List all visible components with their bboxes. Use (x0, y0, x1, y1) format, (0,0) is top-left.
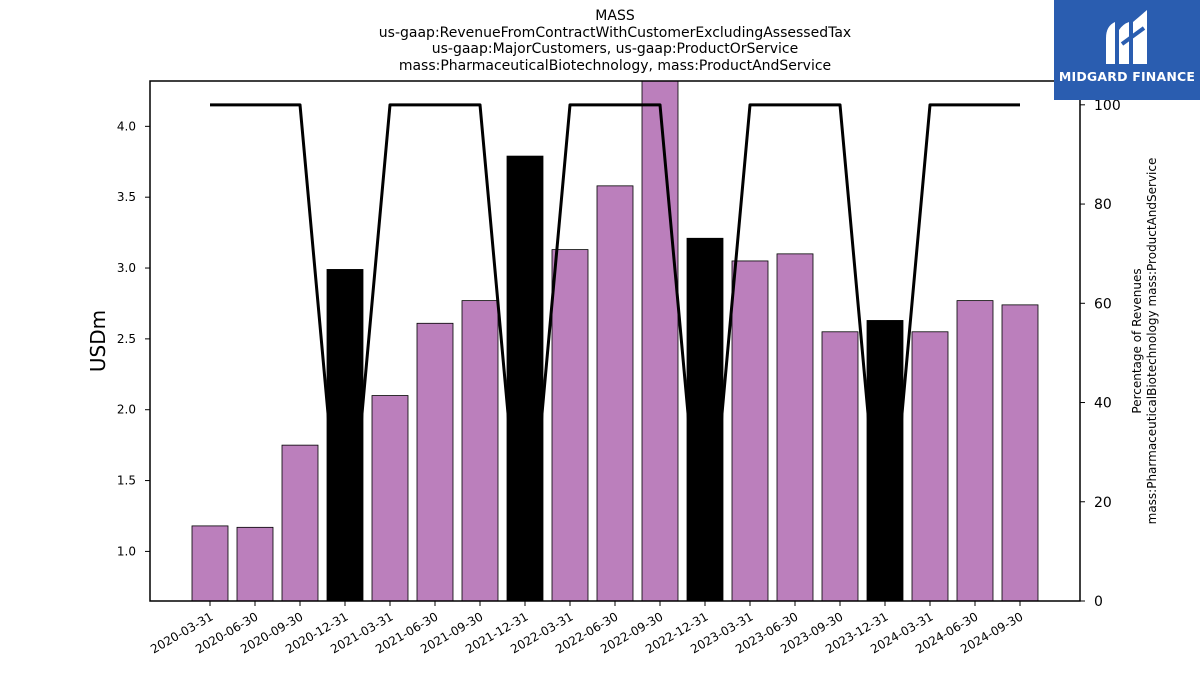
right-y-tick-label: 80 (1094, 197, 1112, 213)
bar-2023-09-30 (821, 331, 859, 602)
right-y-tick-label: 20 (1094, 495, 1112, 511)
bar-2023-03-31 (731, 260, 769, 602)
bar-2024-03-31 (911, 331, 949, 602)
right-y-tick-label: 0 (1094, 594, 1103, 610)
left-y-tick-label: 4.0 (117, 119, 136, 133)
brand-logo: MIDGARD FINANCE (1054, 0, 1200, 100)
right-y-axis-label-line-2: mass:PharmaceuticalBiotechnology mass:Pr… (1145, 158, 1159, 525)
m-logo-icon (1106, 10, 1147, 64)
right-y-tick-label: 100 (1094, 98, 1121, 114)
left-y-tick-label: 3.0 (117, 261, 136, 275)
percentage-line (210, 103, 1020, 601)
bar-2022-09-30 (641, 80, 679, 602)
bar-2022-12-31 (686, 237, 724, 602)
x-axis: 2020-03-312020-06-302020-09-302020-12-31… (148, 601, 1026, 656)
y-axis-label: USDm (86, 310, 110, 372)
right-y-axis-label-line-1: Percentage of Revenues (1130, 268, 1144, 413)
bar-2022-06-30 (596, 185, 634, 602)
bar-2020-09-30 (281, 444, 319, 602)
bar-2021-09-30 (461, 300, 499, 602)
bar-2024-09-30 (1001, 304, 1039, 602)
right-y-tick-label: 40 (1094, 396, 1112, 412)
chart-title-line-1: MASS (595, 8, 635, 24)
bar-2023-06-30 (776, 253, 814, 602)
bar-2020-12-31 (326, 269, 364, 602)
left-y-tick-label: 1.0 (117, 544, 136, 558)
left-y-tick-label: 2.5 (117, 332, 136, 346)
left-y-tick-label: 1.5 (117, 474, 136, 488)
bar-series (191, 80, 1039, 602)
right-y-tick-label: 60 (1094, 296, 1112, 312)
bar-2024-06-30 (956, 300, 994, 602)
brand-name: MIDGARD FINANCE (1058, 69, 1196, 84)
left-y-tick-label: 2.0 (117, 403, 136, 417)
bar-2022-03-31 (551, 249, 589, 602)
bar-2021-03-31 (371, 395, 409, 602)
chart-title-line-4: mass:PharmaceuticalBiotechnology, mass:P… (399, 58, 831, 74)
percentage-line-series (210, 103, 1020, 601)
right-y-axis: 0 20 40 60 80 100 (1080, 98, 1121, 610)
chart-title-line-3: us-gaap:MajorCustomers, us-gaap:ProductO… (432, 41, 798, 57)
bar-2021-12-31 (506, 155, 544, 602)
bar-2020-03-31 (191, 525, 229, 602)
chart-title: MASS us-gaap:RevenueFromContractWithCust… (379, 8, 851, 74)
chart-title-line-2: us-gaap:RevenueFromContractWithCustomerE… (379, 25, 851, 41)
left-y-tick-label: 3.5 (117, 190, 136, 204)
bar-2021-06-30 (416, 322, 454, 602)
left-y-axis: 1.0 1.5 2.0 2.5 3.0 3.5 4.0 (117, 119, 150, 558)
bar-2020-06-30 (236, 526, 274, 602)
